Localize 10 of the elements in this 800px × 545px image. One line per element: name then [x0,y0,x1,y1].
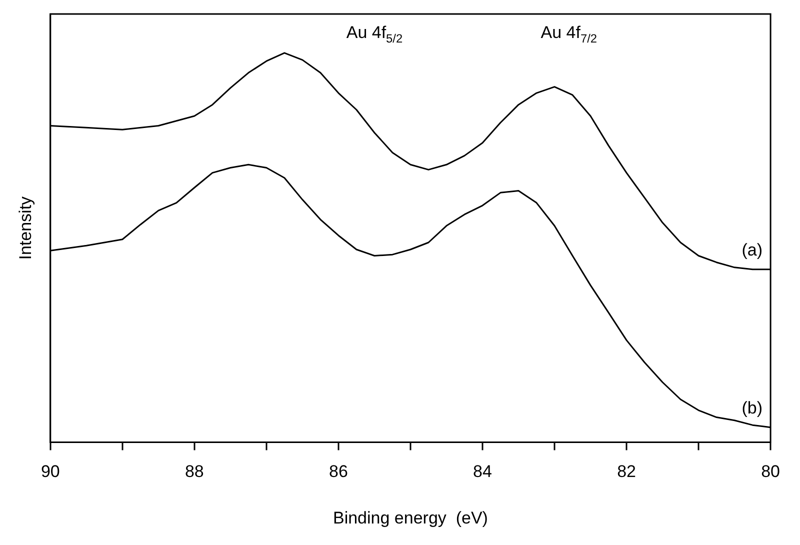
series-label: (b) [742,398,763,418]
y-axis-title: Intensity [16,196,35,260]
x-tick-label: 82 [617,462,636,482]
x-tick-label: 80 [761,462,780,482]
x-tick-label: 88 [184,462,204,482]
x-tick-label: 90 [40,462,60,482]
series-label: (a) [742,240,763,260]
x-tick-label: 84 [473,462,492,482]
x-tick-label: 86 [328,462,348,482]
x-axis-title: Binding energy (eV) [332,508,488,528]
